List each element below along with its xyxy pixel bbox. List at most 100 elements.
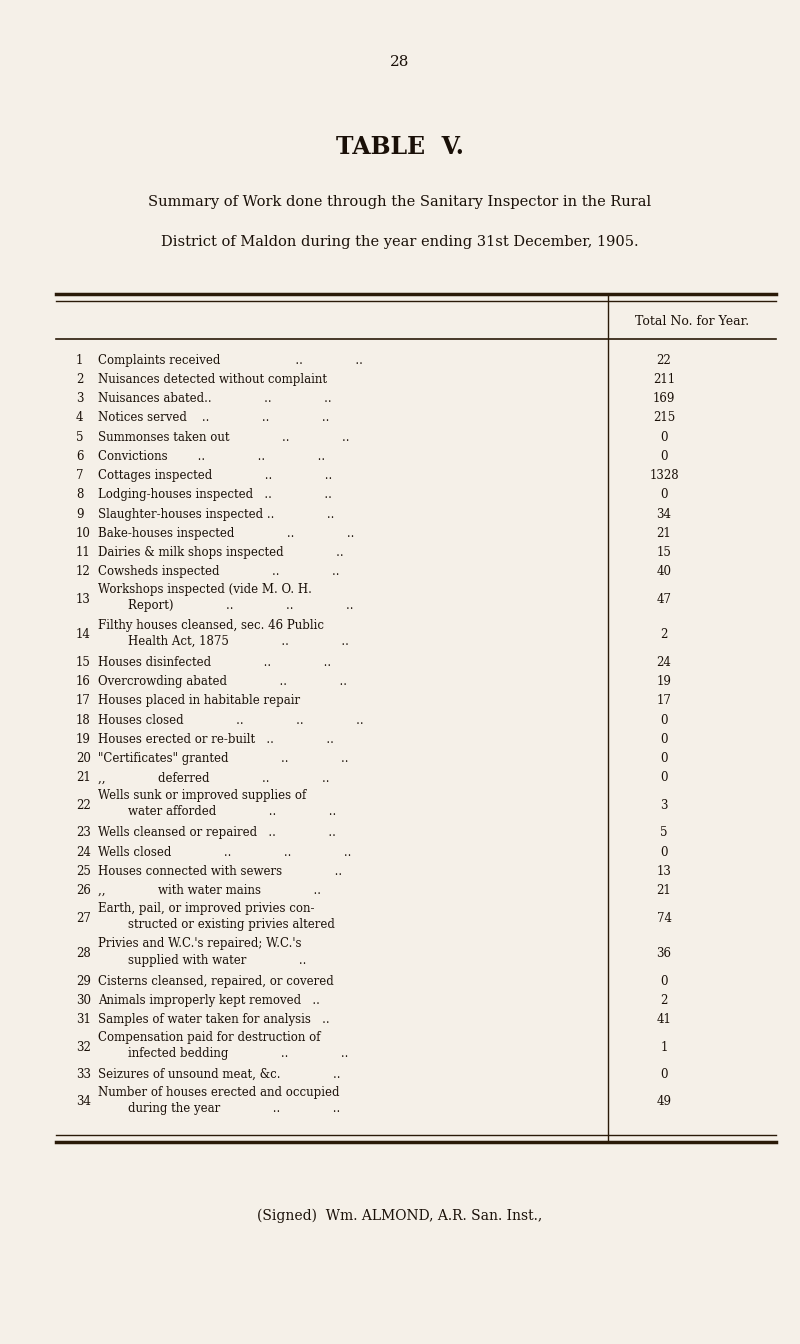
- Text: during the year              ..              ..: during the year .. ..: [98, 1102, 340, 1116]
- Text: 21: 21: [657, 884, 671, 898]
- Text: Report)              ..              ..              ..: Report) .. .. ..: [98, 599, 353, 613]
- Text: 22: 22: [657, 353, 671, 367]
- Text: 14: 14: [76, 629, 91, 641]
- Text: Filthy houses cleansed, sec. 46 Public: Filthy houses cleansed, sec. 46 Public: [98, 618, 323, 632]
- Text: 28: 28: [390, 55, 410, 69]
- Text: 1: 1: [660, 1040, 668, 1054]
- Text: Total No. for Year.: Total No. for Year.: [635, 314, 749, 328]
- Text: 36: 36: [657, 948, 671, 960]
- Text: Number of houses erected and occupied: Number of houses erected and occupied: [98, 1086, 339, 1098]
- Text: Cisterns cleansed, repaired, or covered: Cisterns cleansed, repaired, or covered: [98, 974, 334, 988]
- Text: 20: 20: [76, 753, 91, 765]
- Text: Notices served    ..              ..              ..: Notices served .. .. ..: [98, 411, 329, 425]
- Text: 215: 215: [653, 411, 675, 425]
- Text: Convictions        ..              ..              ..: Convictions .. .. ..: [98, 450, 325, 462]
- Text: 0: 0: [660, 845, 668, 859]
- Text: 17: 17: [76, 695, 91, 707]
- Text: 18: 18: [76, 714, 90, 727]
- Text: 26: 26: [76, 884, 91, 898]
- Text: 27: 27: [76, 911, 91, 925]
- Text: 0: 0: [660, 771, 668, 785]
- Text: 2: 2: [660, 993, 668, 1007]
- Text: TABLE  V.: TABLE V.: [336, 134, 464, 159]
- Text: 0: 0: [660, 450, 668, 462]
- Text: 49: 49: [657, 1095, 671, 1109]
- Text: 29: 29: [76, 974, 91, 988]
- Text: water afforded              ..              ..: water afforded .. ..: [98, 805, 336, 818]
- Text: 211: 211: [653, 372, 675, 386]
- Text: 21: 21: [76, 771, 90, 785]
- Text: "Certificates" granted              ..              ..: "Certificates" granted .. ..: [98, 753, 348, 765]
- Text: Lodging-houses inspected   ..              ..: Lodging-houses inspected .. ..: [98, 488, 331, 501]
- Text: Health Act, 1875              ..              ..: Health Act, 1875 .. ..: [98, 634, 349, 648]
- Text: 0: 0: [660, 714, 668, 727]
- Text: 24: 24: [657, 656, 671, 669]
- Text: 1: 1: [76, 353, 83, 367]
- Text: 3: 3: [660, 798, 668, 812]
- Text: Samples of water taken for analysis   ..: Samples of water taken for analysis ..: [98, 1013, 330, 1025]
- Text: 21: 21: [657, 527, 671, 540]
- Text: Workshops inspected (vide M. O. H.: Workshops inspected (vide M. O. H.: [98, 583, 311, 595]
- Text: 34: 34: [657, 508, 671, 520]
- Text: Wells closed              ..              ..              ..: Wells closed .. .. ..: [98, 845, 351, 859]
- Text: 74: 74: [657, 911, 671, 925]
- Text: 6: 6: [76, 450, 83, 462]
- Text: 19: 19: [76, 732, 91, 746]
- Text: Nuisances detected without complaint: Nuisances detected without complaint: [98, 372, 326, 386]
- Text: 15: 15: [657, 546, 671, 559]
- Text: 8: 8: [76, 488, 83, 501]
- Text: (Signed)  Wm. ALMOND, A.R. San. Inst.,: (Signed) Wm. ALMOND, A.R. San. Inst.,: [258, 1208, 542, 1223]
- Text: 31: 31: [76, 1013, 91, 1025]
- Text: 41: 41: [657, 1013, 671, 1025]
- Text: 11: 11: [76, 546, 90, 559]
- Text: Seizures of unsound meat, &c.              ..: Seizures of unsound meat, &c. ..: [98, 1068, 340, 1081]
- Text: 1328: 1328: [649, 469, 679, 482]
- Text: 23: 23: [76, 827, 91, 840]
- Text: 13: 13: [76, 593, 91, 606]
- Text: 28: 28: [76, 948, 90, 960]
- Text: 19: 19: [657, 675, 671, 688]
- Text: 4: 4: [76, 411, 83, 425]
- Text: 0: 0: [660, 753, 668, 765]
- Text: 5: 5: [76, 430, 83, 444]
- Text: Houses closed              ..              ..              ..: Houses closed .. .. ..: [98, 714, 363, 727]
- Text: 24: 24: [76, 845, 91, 859]
- Text: Overcrowding abated              ..              ..: Overcrowding abated .. ..: [98, 675, 346, 688]
- Text: 17: 17: [657, 695, 671, 707]
- Text: 0: 0: [660, 430, 668, 444]
- Text: Summonses taken out              ..              ..: Summonses taken out .. ..: [98, 430, 349, 444]
- Text: 34: 34: [76, 1095, 91, 1109]
- Text: Cowsheds inspected              ..              ..: Cowsheds inspected .. ..: [98, 566, 339, 578]
- Text: 32: 32: [76, 1040, 91, 1054]
- Text: 3: 3: [76, 392, 83, 405]
- Text: Slaughter-houses inspected ..              ..: Slaughter-houses inspected .. ..: [98, 508, 334, 520]
- Text: 0: 0: [660, 1068, 668, 1081]
- Text: 25: 25: [76, 866, 91, 878]
- Text: 33: 33: [76, 1068, 91, 1081]
- Text: Compensation paid for destruction of: Compensation paid for destruction of: [98, 1031, 320, 1044]
- Text: Cottages inspected              ..              ..: Cottages inspected .. ..: [98, 469, 332, 482]
- Text: 7: 7: [76, 469, 83, 482]
- Text: 30: 30: [76, 993, 91, 1007]
- Text: Animals improperly kept removed   ..: Animals improperly kept removed ..: [98, 993, 319, 1007]
- Text: structed or existing privies altered: structed or existing privies altered: [98, 918, 334, 931]
- Text: 169: 169: [653, 392, 675, 405]
- Text: Houses placed in habitable repair: Houses placed in habitable repair: [98, 695, 300, 707]
- Text: Earth, pail, or improved privies con-: Earth, pail, or improved privies con-: [98, 902, 314, 915]
- Text: ,,              with water mains              ..: ,, with water mains ..: [98, 884, 321, 898]
- Text: Wells sunk or improved supplies of: Wells sunk or improved supplies of: [98, 789, 306, 802]
- Text: 16: 16: [76, 675, 91, 688]
- Text: 10: 10: [76, 527, 91, 540]
- Text: Wells cleansed or repaired   ..              ..: Wells cleansed or repaired .. ..: [98, 827, 335, 840]
- Text: Nuisances abated..              ..              ..: Nuisances abated.. .. ..: [98, 392, 331, 405]
- Text: Houses connected with sewers              ..: Houses connected with sewers ..: [98, 866, 342, 878]
- Text: 0: 0: [660, 974, 668, 988]
- Text: 22: 22: [76, 798, 90, 812]
- Text: 13: 13: [657, 866, 671, 878]
- Text: infected bedding              ..              ..: infected bedding .. ..: [98, 1047, 348, 1060]
- Text: 15: 15: [76, 656, 91, 669]
- Text: District of Maldon during the year ending 31st December, 1905.: District of Maldon during the year endin…: [161, 235, 639, 249]
- Text: 5: 5: [660, 827, 668, 840]
- Text: 0: 0: [660, 488, 668, 501]
- Text: 2: 2: [660, 629, 668, 641]
